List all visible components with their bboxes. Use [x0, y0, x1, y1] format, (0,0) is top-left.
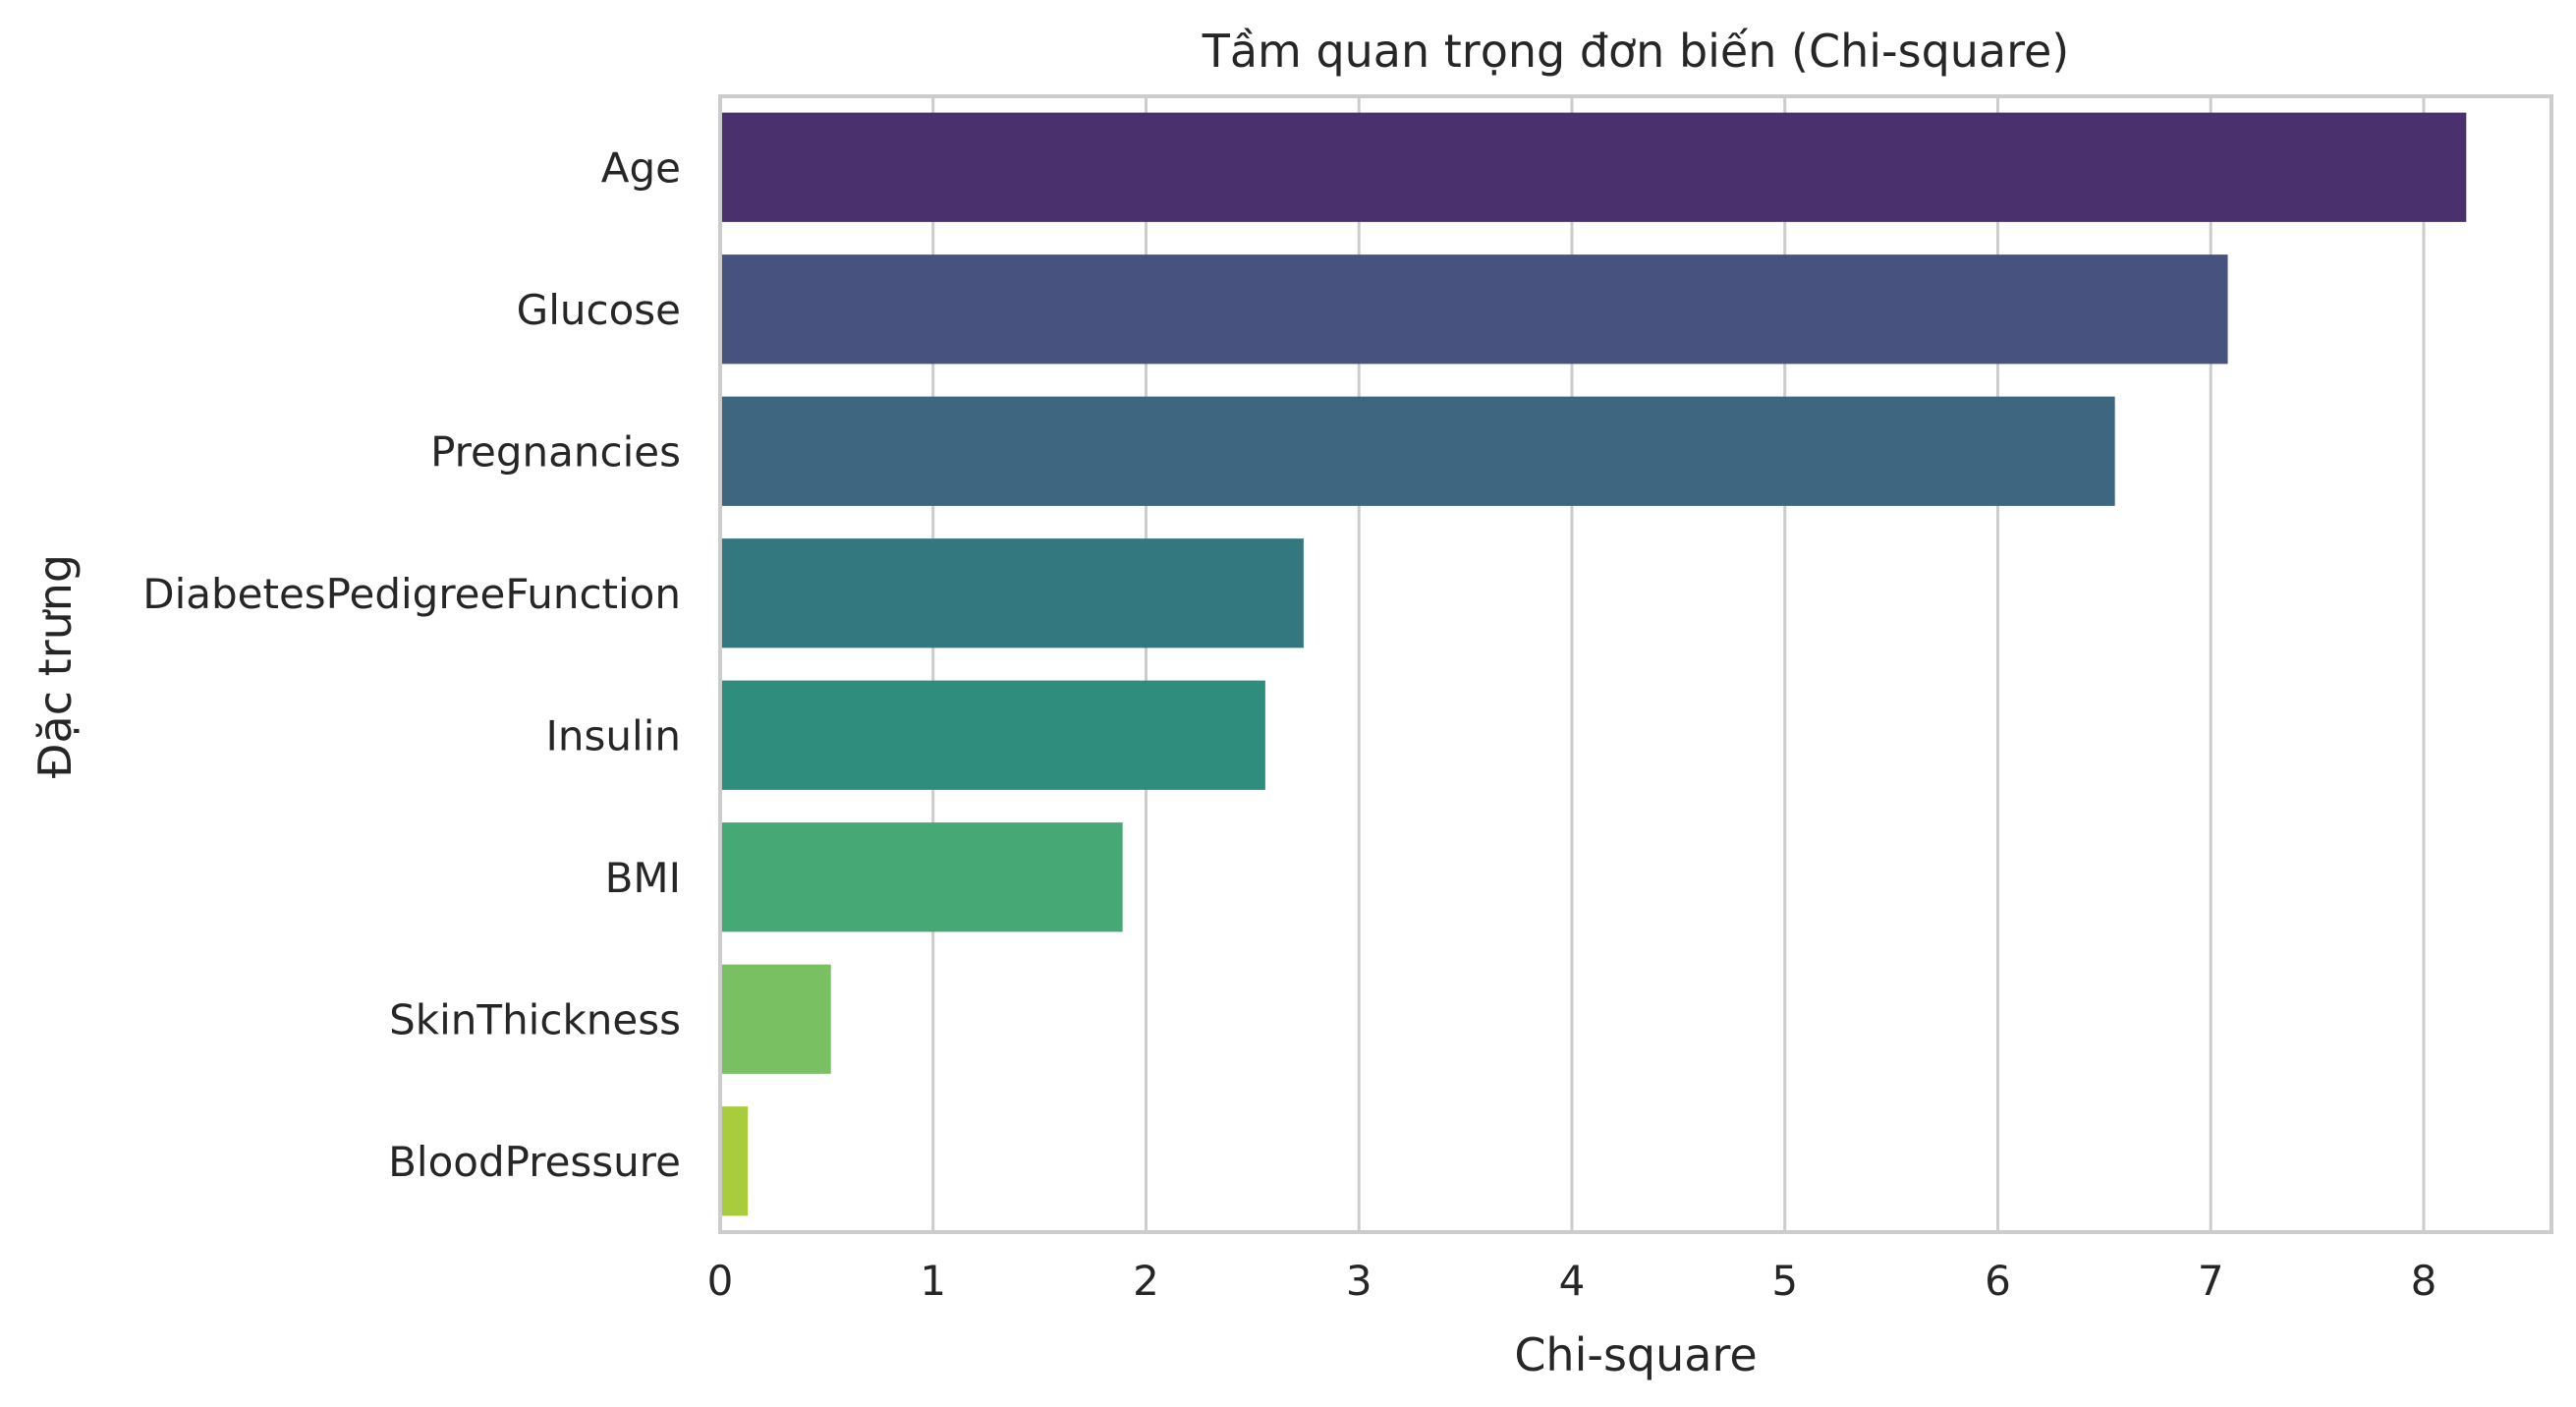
- bar-insulin: [720, 680, 1265, 790]
- y-tick-labels: Age Glucose Pregnancies DiabetesPedigreeFun…: [142, 143, 681, 1186]
- y-tick-label-bloodpressure: BloodPressure: [388, 1138, 681, 1186]
- x-tick-labels: 0 1 2 3 4 5 6 7 8: [707, 1257, 2437, 1305]
- y-tick-label-glucose: Glucose: [517, 286, 681, 334]
- x-tick-label: 1: [920, 1257, 946, 1305]
- bar-bloodpressure: [720, 1106, 749, 1216]
- bar-skinthickness: [720, 964, 831, 1074]
- bar-glucose: [720, 254, 2228, 365]
- x-axis-label: Chi-square: [1514, 1328, 1757, 1381]
- y-tick-label-diabetespedigreefunction: DiabetesPedigreeFunction: [142, 570, 681, 618]
- y-tick-label-age: Age: [601, 143, 681, 192]
- y-tick-label-skinthickness: SkinThickness: [389, 995, 681, 1043]
- bar-pregnancies: [720, 396, 2115, 506]
- bar-bmi: [720, 822, 1123, 932]
- y-tick-label-bmi: BMI: [605, 854, 681, 902]
- y-tick-label-insulin: Insulin: [546, 711, 681, 760]
- x-tick-label: 4: [1559, 1257, 1586, 1305]
- y-tick-label-pregnancies: Pregnancies: [430, 427, 681, 476]
- x-tick-label: 7: [2198, 1257, 2224, 1305]
- bar-diabetespedigreefunction: [720, 538, 1304, 648]
- x-tick-label: 6: [1985, 1257, 2011, 1305]
- y-axis-label: Đặc trưng: [28, 554, 82, 778]
- x-tick-label: 0: [707, 1257, 734, 1305]
- x-tick-label: 3: [1346, 1257, 1372, 1305]
- chart-title: Tầm quan trọng đơn biến (Chi-square): [1202, 25, 2070, 78]
- x-tick-label: 2: [1133, 1257, 1159, 1305]
- x-tick-label: 8: [2411, 1257, 2437, 1305]
- x-tick-label: 5: [1771, 1257, 1798, 1305]
- bar-age: [720, 112, 2467, 222]
- bars: [720, 112, 2467, 1216]
- plot-frame: [718, 94, 2553, 1234]
